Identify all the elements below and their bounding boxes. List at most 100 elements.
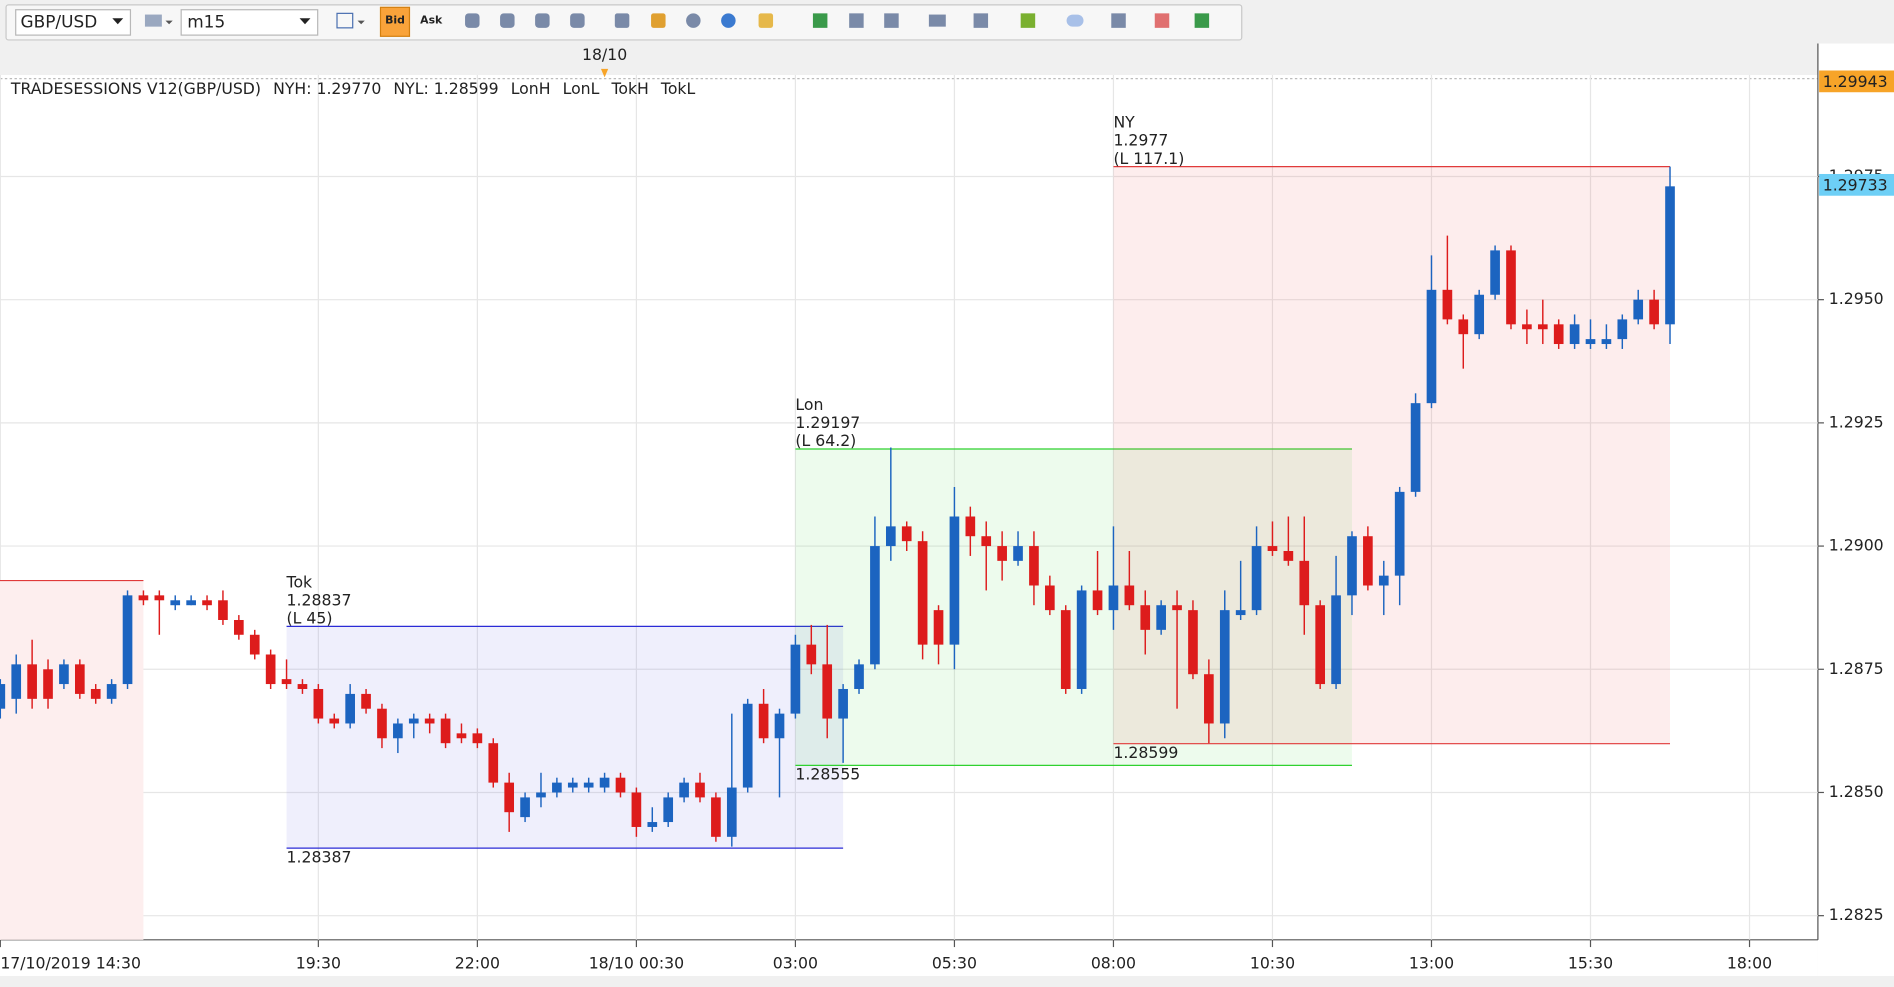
candle-body: [1569, 324, 1580, 345]
candle-body: [838, 688, 848, 719]
y-tick-label: 1.2825: [1829, 905, 1884, 924]
x-tick-label: 22:00: [455, 953, 500, 972]
session-name: NY: [1113, 113, 1135, 132]
indicator-item: TokH: [610, 79, 648, 98]
candle-body: [679, 782, 689, 798]
candle-body: [1156, 605, 1166, 630]
candle-body: [472, 733, 483, 744]
symbol-select[interactable]: [15, 9, 132, 36]
candle-body: [774, 713, 785, 739]
session-low-label: 1.28387: [287, 847, 352, 866]
candle-body: [122, 595, 133, 685]
candle-body: [1204, 674, 1214, 724]
ask-label: Ask: [420, 14, 443, 27]
candle-body: [1458, 319, 1469, 335]
candle-body: [1410, 403, 1421, 492]
candle-body: [1537, 324, 1548, 330]
candle-body: [965, 516, 976, 537]
tool-icon[interactable]: [144, 14, 173, 27]
candle-body: [567, 782, 578, 788]
x-tick-label: 18/10 00:30: [589, 953, 684, 972]
x-tick-label: 03:00: [773, 953, 818, 972]
indicator-item: NYL: 1.28599: [393, 79, 498, 98]
candle-body: [695, 782, 705, 798]
x-tick-label: 17/10/2019 14:30: [0, 953, 141, 972]
session-high-label: 1.2977: [1113, 131, 1168, 150]
session-high-label: 1.28837: [287, 591, 352, 610]
candle-body: [822, 664, 833, 719]
candle-body: [138, 595, 149, 601]
day-marker-label: 18/10: [582, 45, 627, 64]
candle-body: [758, 703, 769, 739]
candle-body: [663, 797, 674, 823]
session-name: Tok: [286, 572, 314, 591]
candle-body: [1394, 491, 1405, 576]
session-high-label: 1.29197: [795, 413, 860, 432]
candle-body: [711, 797, 721, 837]
session-range-label: (L 64.2): [795, 431, 856, 450]
candle-body: [599, 777, 610, 788]
candle-body: [408, 718, 419, 724]
candle-body: [186, 600, 196, 606]
candle-body: [885, 526, 896, 547]
timeframe-select[interactable]: [180, 9, 319, 36]
candle-body: [854, 664, 864, 689]
indicator-item: TokL: [660, 79, 696, 98]
chart-type-icon[interactable]: [336, 12, 365, 29]
indicator-item: LonH: [511, 79, 551, 98]
candle-body: [488, 743, 499, 783]
session-range-label: (L 45): [287, 609, 333, 628]
y-tick-label: 1.2875: [1829, 659, 1884, 678]
session-box: [1113, 166, 1671, 744]
candle-body: [1617, 319, 1628, 340]
bid-button[interactable]: [379, 6, 411, 37]
y-tick-label: 1.2925: [1829, 412, 1884, 431]
candle-body: [456, 733, 467, 739]
candle-body: [631, 792, 642, 827]
price-tag-label: 1.29733: [1823, 176, 1888, 195]
candle-body: [1219, 610, 1230, 724]
chart: 1.2825 1.2850 1.2875 1.2900 1.2925 1.2950 1.29…: [0, 45, 1894, 972]
candle-body: [313, 688, 324, 719]
candle-body: [583, 782, 594, 788]
candle-body: [1188, 610, 1198, 675]
y-tick-label: 1.2950: [1829, 289, 1884, 308]
candle-body: [726, 787, 737, 837]
candle-body: [1363, 536, 1373, 586]
candle-body: [1506, 250, 1516, 325]
candle-body: [202, 600, 212, 606]
candle-body: [520, 797, 530, 818]
candle-body: [11, 664, 22, 699]
candle-body: [1601, 339, 1612, 345]
session-low-label: 1.28555: [795, 765, 860, 784]
candle-body: [170, 600, 181, 606]
candle-body: [361, 693, 371, 709]
candle-body: [790, 644, 801, 714]
candle-body: [106, 684, 117, 699]
candle-body: [933, 610, 944, 645]
prior-session-box: [0, 580, 144, 940]
candle-body: [393, 723, 403, 739]
candle-body: [647, 822, 658, 827]
indicator-item: NYH: 1.29770: [273, 79, 381, 98]
candle-body: [424, 718, 435, 724]
x-tick-label: 15:30: [1568, 953, 1613, 972]
candle-body: [1060, 610, 1071, 689]
candle-body: [1665, 186, 1675, 325]
candle-body: [59, 664, 69, 685]
candle-body: [1585, 339, 1596, 345]
candle-body: [265, 654, 276, 685]
candle-body: [329, 718, 340, 724]
price-tag-label: 1.29943: [1823, 72, 1888, 91]
x-tick-label: 13:00: [1409, 953, 1454, 972]
candle-body: [1474, 294, 1485, 335]
time-axis-area: [0, 939, 1818, 977]
dropdown-arrow: [299, 18, 311, 25]
toolbar-icons[interactable]: [465, 13, 1210, 28]
x-tick-label: 08:00: [1091, 953, 1136, 972]
candle-body: [1315, 605, 1326, 685]
candle-body: [504, 782, 515, 813]
candle-body: [234, 619, 244, 635]
